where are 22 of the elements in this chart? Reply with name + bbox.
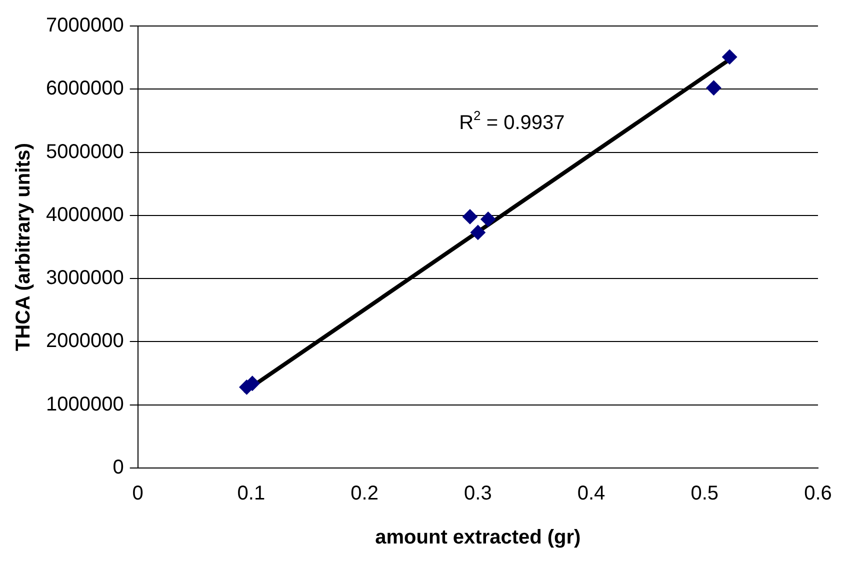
x-tick-label: 0.3	[464, 482, 492, 505]
point	[706, 80, 722, 96]
y-axis-title: THCA (arbitrary units)	[12, 142, 35, 352]
y-tick-label: 7000000	[46, 14, 124, 37]
y-tick-label: 3000000	[46, 267, 124, 290]
point	[462, 209, 478, 224]
x-tick-label: 0.1	[237, 482, 266, 505]
y-tick-label: 1000000	[46, 393, 124, 416]
y-tick-label: 5000000	[46, 140, 124, 163]
x-tick-label: 0.5	[690, 482, 719, 505]
y-tick-label: 0	[112, 456, 124, 479]
x-axis-title: amount extracted (gr)	[375, 526, 581, 549]
y-tick-label: 2000000	[46, 330, 124, 352]
y-tick-label: 6000000	[46, 78, 124, 100]
x-tick-label: 0	[132, 482, 144, 505]
point	[470, 224, 486, 240]
point	[480, 212, 496, 227]
x-tick-label: 0.2	[350, 482, 378, 505]
point	[722, 49, 738, 64]
x-tick-label: 0.4	[577, 482, 606, 505]
y-tick-label: 4000000	[46, 204, 124, 226]
x-tick-label: 0.6	[804, 482, 832, 505]
